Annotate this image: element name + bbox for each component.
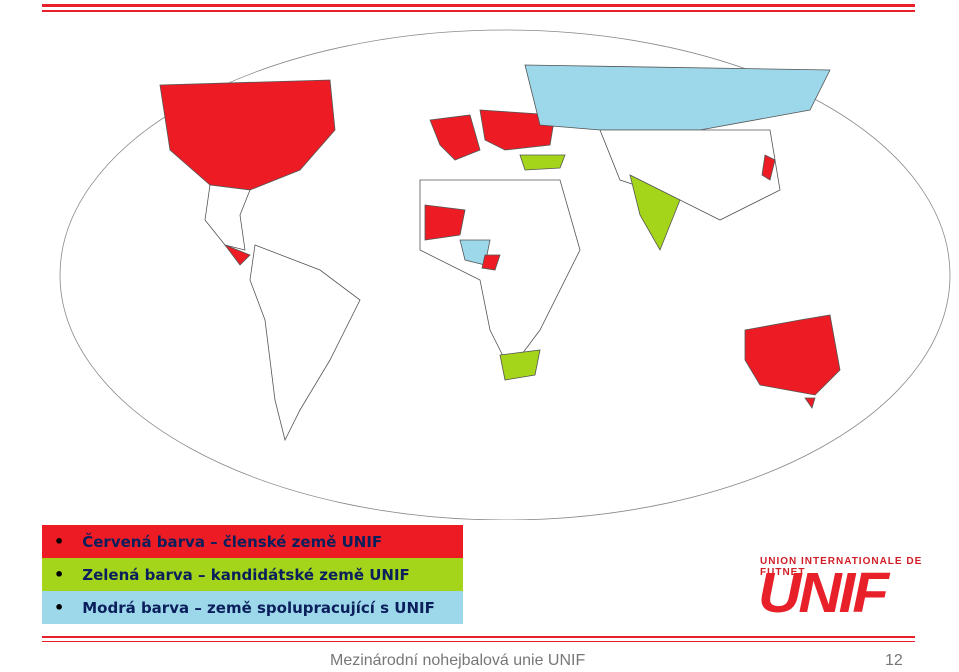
logo-tagline: UNION INTERNATIONALE DE FUTNET: [760, 556, 923, 578]
legend-item: Zelená barva – kandidátské země UNIF: [42, 558, 463, 591]
legend-item: Červená barva – členské země UNIF: [42, 525, 463, 558]
bottom-rule: [42, 641, 915, 642]
legend-item: Modrá barva – země spolupracující s UNIF: [42, 591, 463, 624]
bottom-rule: [42, 636, 915, 638]
footer-text: Mezinárodní nohejbalová unie UNIF: [330, 652, 586, 669]
world-map: [59, 29, 951, 520]
top-rule: [42, 4, 915, 7]
top-rule: [42, 10, 915, 12]
legend: Červená barva – členské země UNIFZelená …: [42, 525, 463, 624]
logo-name: UNIF: [758, 560, 889, 625]
page-number: 12: [885, 652, 903, 669]
